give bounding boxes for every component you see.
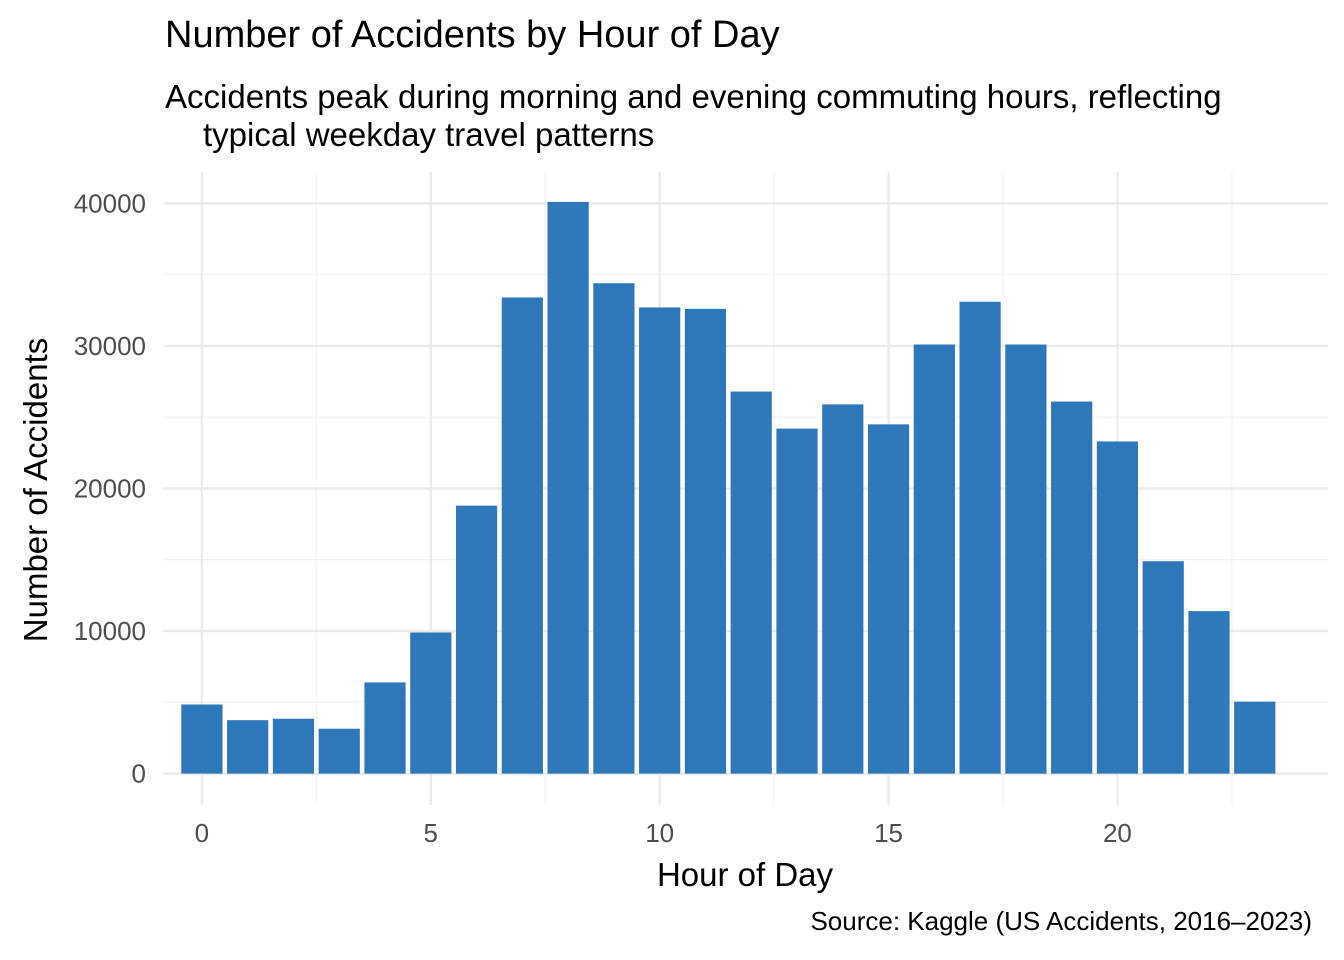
bar-hour-6: [455, 505, 498, 774]
source-caption: Source: Kaggle (US Accidents, 2016–2023): [810, 906, 1312, 936]
bar-hour-2: [272, 718, 315, 774]
bar-hour-13: [776, 428, 818, 774]
y-tick-label: 10000: [74, 616, 146, 646]
bar-hour-23: [1234, 701, 1276, 774]
bar-hour-7: [501, 297, 543, 774]
chart-title: Number of Accidents by Hour of Day: [165, 14, 780, 56]
bar-hour-8: [547, 201, 589, 774]
bar-hour-20: [1096, 441, 1139, 774]
y-tick-label: 40000: [74, 188, 146, 218]
bar-hour-4: [364, 682, 406, 774]
y-tick-label: 30000: [74, 331, 146, 361]
x-tick-label: 15: [874, 818, 903, 848]
bar-hour-19: [1051, 401, 1093, 774]
bar-hour-10: [639, 307, 681, 774]
y-tick-label: 0: [132, 759, 146, 789]
x-tick-label: 0: [195, 818, 209, 848]
x-tick-label: 10: [645, 818, 674, 848]
subtitle-line-1: Accidents peak during morning and evenin…: [165, 78, 1222, 115]
axis-ticks: 0 10000 20000 30000 40000 0 5 10 15 20: [74, 188, 1132, 848]
bar-hour-0: [181, 704, 223, 774]
bar-hour-17: [959, 301, 1001, 774]
bar-hour-12: [730, 391, 772, 774]
bar-hour-5: [410, 632, 452, 774]
bar-hour-14: [822, 404, 864, 774]
x-axis-title: Hour of Day: [657, 856, 834, 893]
y-axis-title: Number of Accidents: [17, 338, 54, 642]
bar-hour-22: [1188, 611, 1230, 774]
x-tick-label: 5: [424, 818, 438, 848]
bar-hour-18: [1005, 344, 1047, 774]
y-tick-label: 20000: [74, 474, 146, 504]
bar-hour-1: [227, 720, 269, 774]
bar-hour-21: [1142, 561, 1184, 774]
bar-hour-16: [913, 344, 955, 774]
bar-hour-11: [684, 308, 727, 774]
x-tick-label: 20: [1103, 818, 1132, 848]
bars: [181, 201, 1276, 774]
bar-hour-15: [867, 424, 910, 774]
subtitle-line-2: typical weekday travel patterns: [203, 116, 655, 153]
chart-subtitle: Accidents peak during morning and evenin…: [165, 78, 1222, 154]
bar-hour-3: [318, 728, 360, 774]
bar-hour-9: [593, 283, 635, 774]
